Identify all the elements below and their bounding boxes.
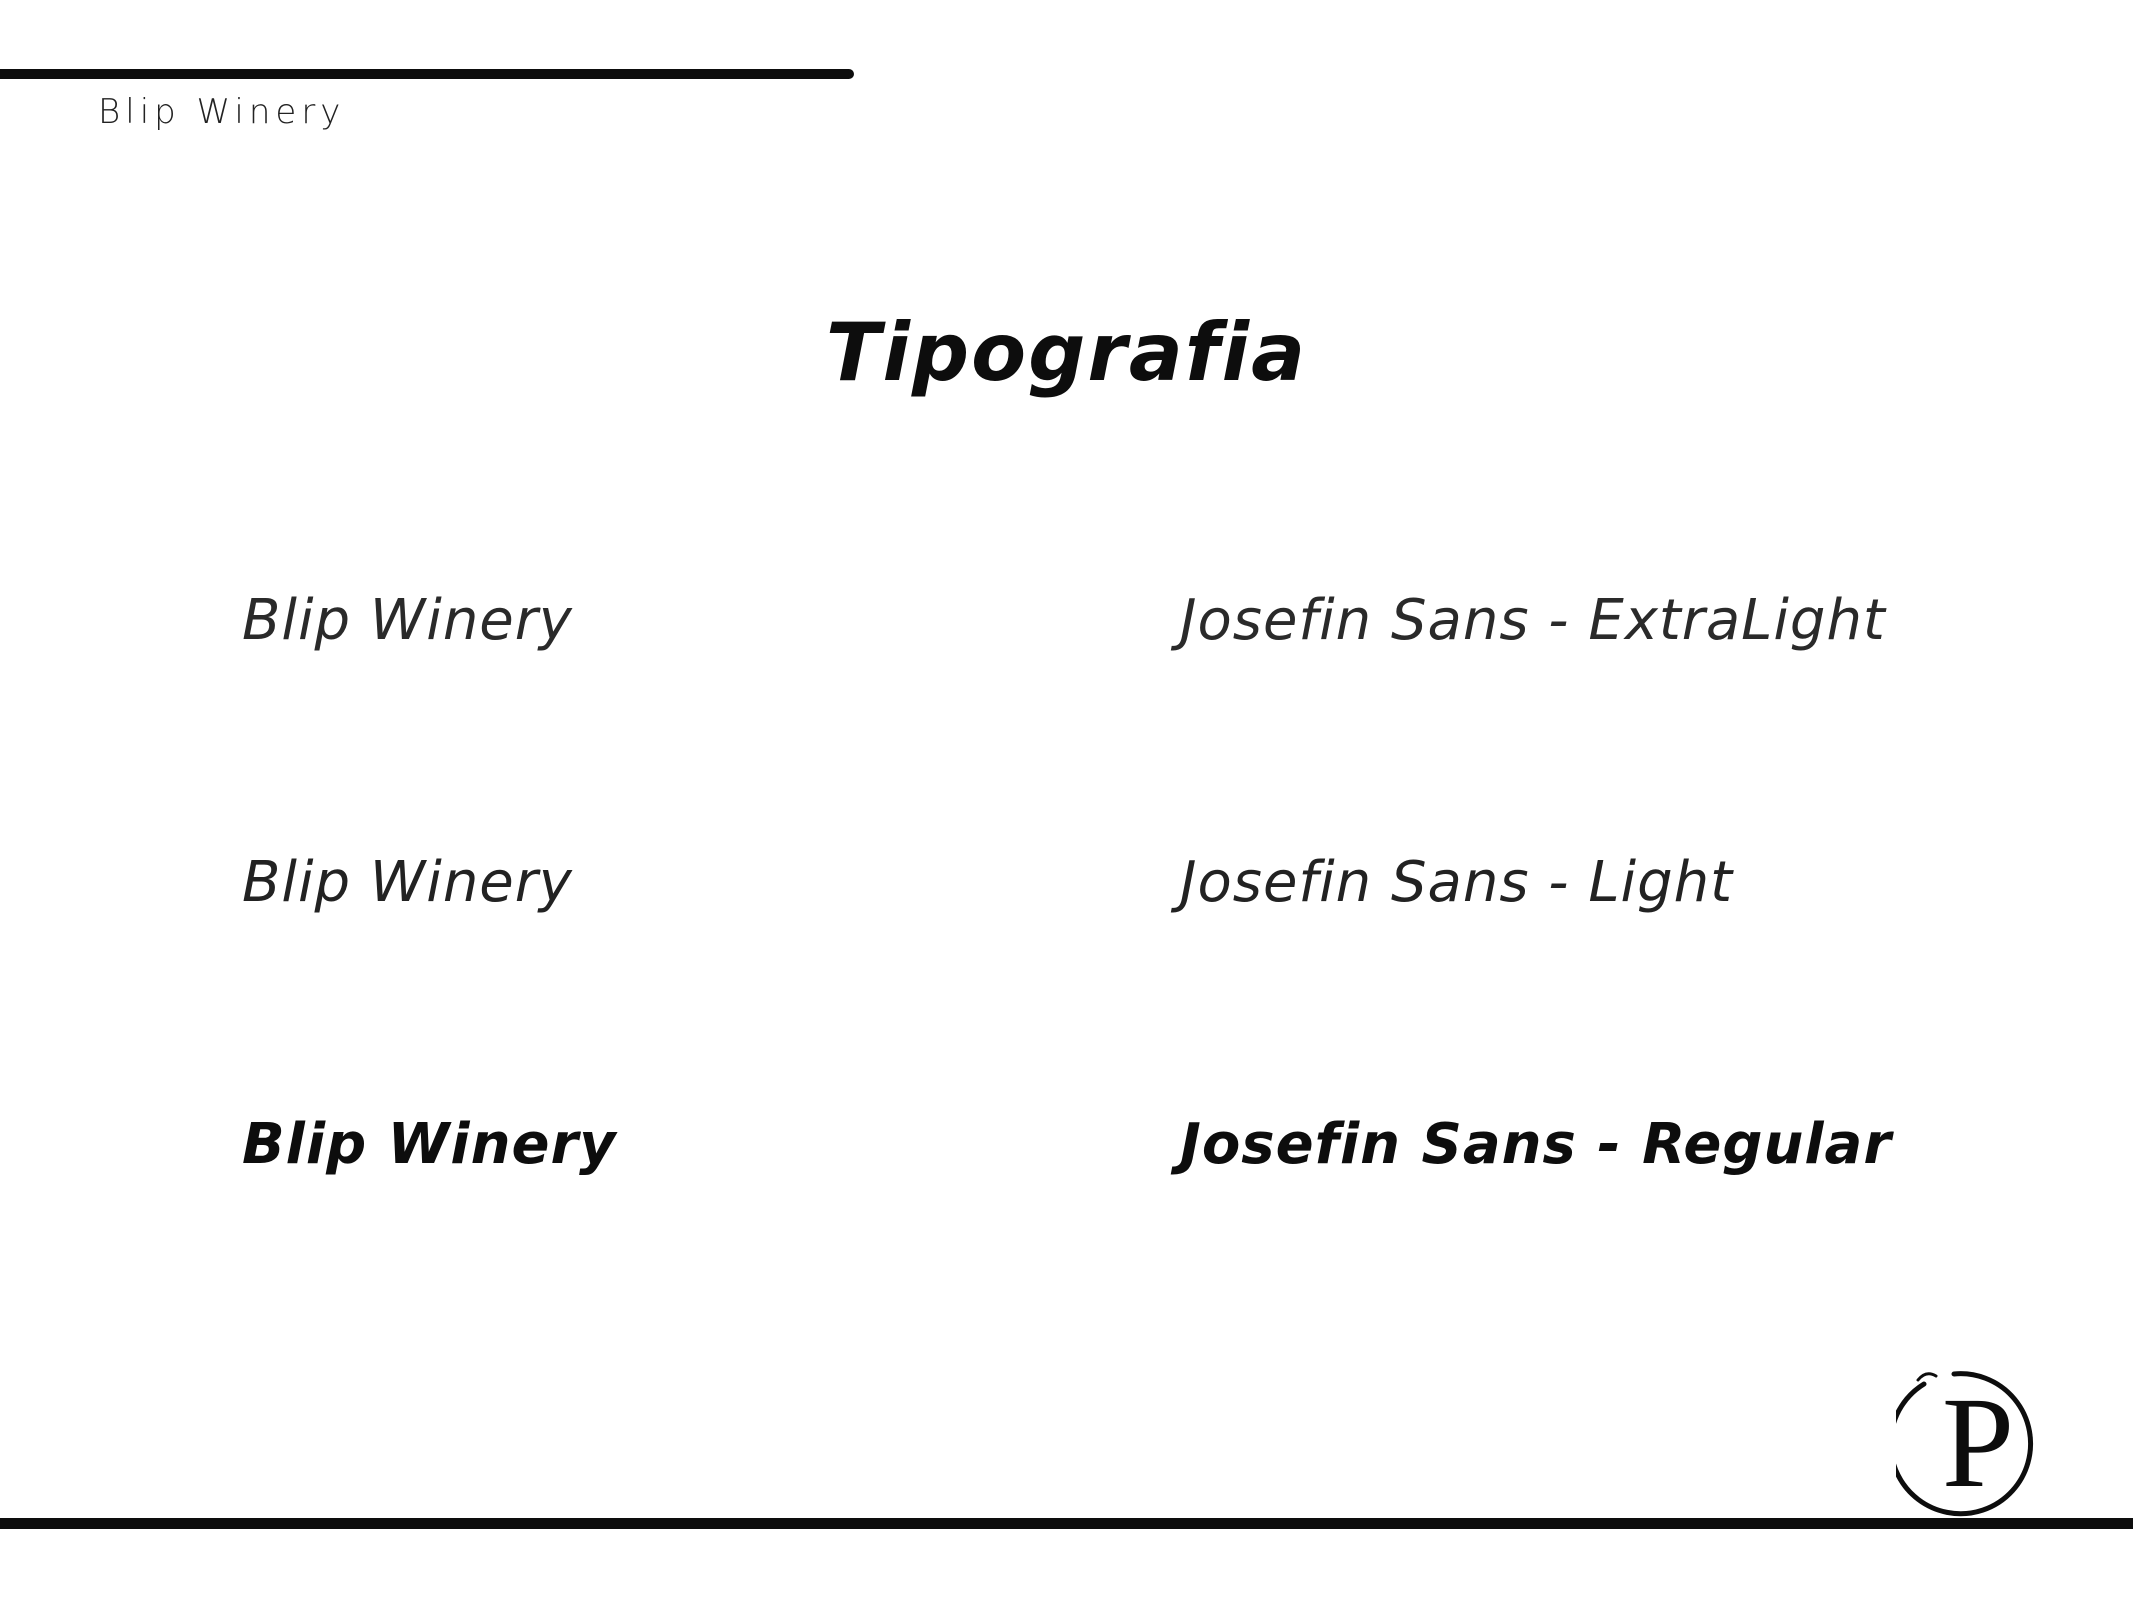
monogram-p-logo-icon: P [1888, 1362, 2056, 1522]
font-name-extralight: Josefin Sans - ExtraLight [1180, 588, 1886, 653]
page-title: Tipografia [825, 306, 1308, 399]
font-name-light: Josefin Sans - Light [1180, 850, 1734, 915]
top-divider [0, 69, 854, 79]
sample-text-light: Blip Winery [242, 850, 573, 915]
logo-letter: P [1942, 1371, 2014, 1515]
bottom-divider [0, 1518, 2133, 1529]
font-name-regular: Josefin Sans - Regular [1180, 1112, 1892, 1177]
sample-text-regular: Blip Winery [242, 1112, 617, 1177]
sample-text-extralight: Blip Winery [242, 588, 573, 653]
brand-label: Blip Winery [98, 92, 346, 132]
